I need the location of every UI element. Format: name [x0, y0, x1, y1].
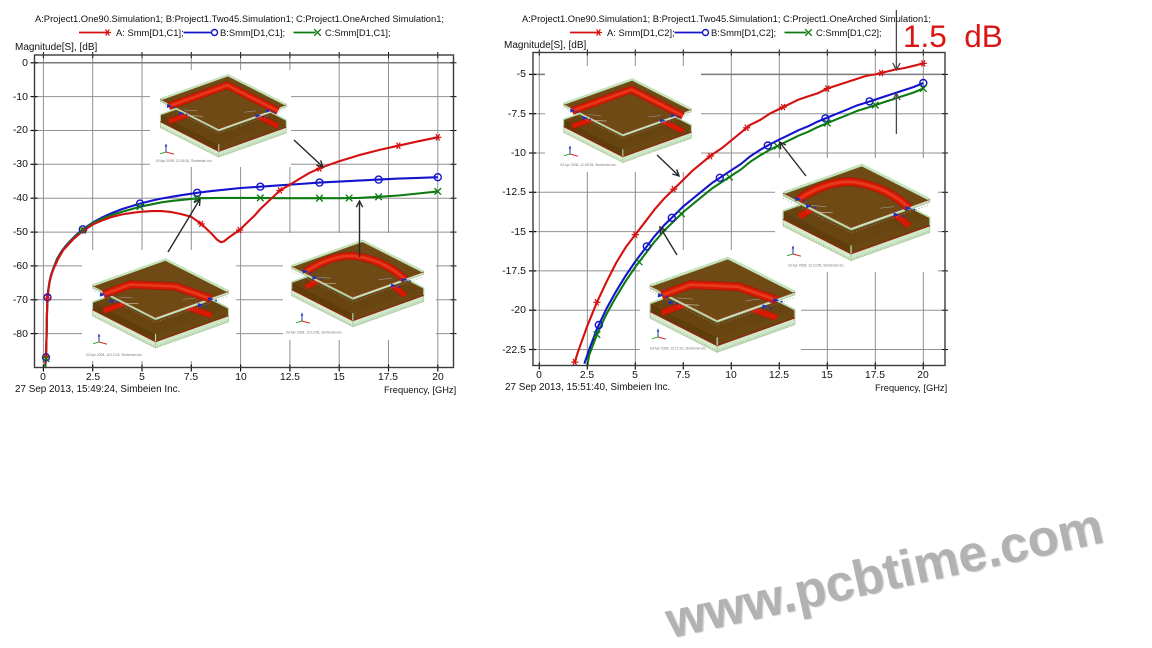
svg-text:03 Apr 2008, 12:13:55, Simberi: 03 Apr 2008, 12:13:55, Simberian Inc.: [788, 264, 845, 268]
svg-text:03 Apr 2008, 12:05:26, Simberi: 03 Apr 2008, 12:05:26, Simberian Inc.: [560, 163, 617, 167]
svg-text:03 Apr 2008, 12:12:23, Simberi: 03 Apr 2008, 12:12:23, Simberian Inc.: [650, 347, 707, 351]
svg-text:03 Apr 2008, 12:05:26, Simberi: 03 Apr 2008, 12:05:26, Simberian Inc.: [156, 159, 213, 163]
svg-text:03 Apr 2008, 12:13:55, Simberi: 03 Apr 2008, 12:13:55, Simberian Inc.: [286, 331, 343, 335]
svg-text:03 Apr 2008, 12:12:23, Simberi: 03 Apr 2008, 12:12:23, Simberian Inc.: [86, 353, 143, 357]
